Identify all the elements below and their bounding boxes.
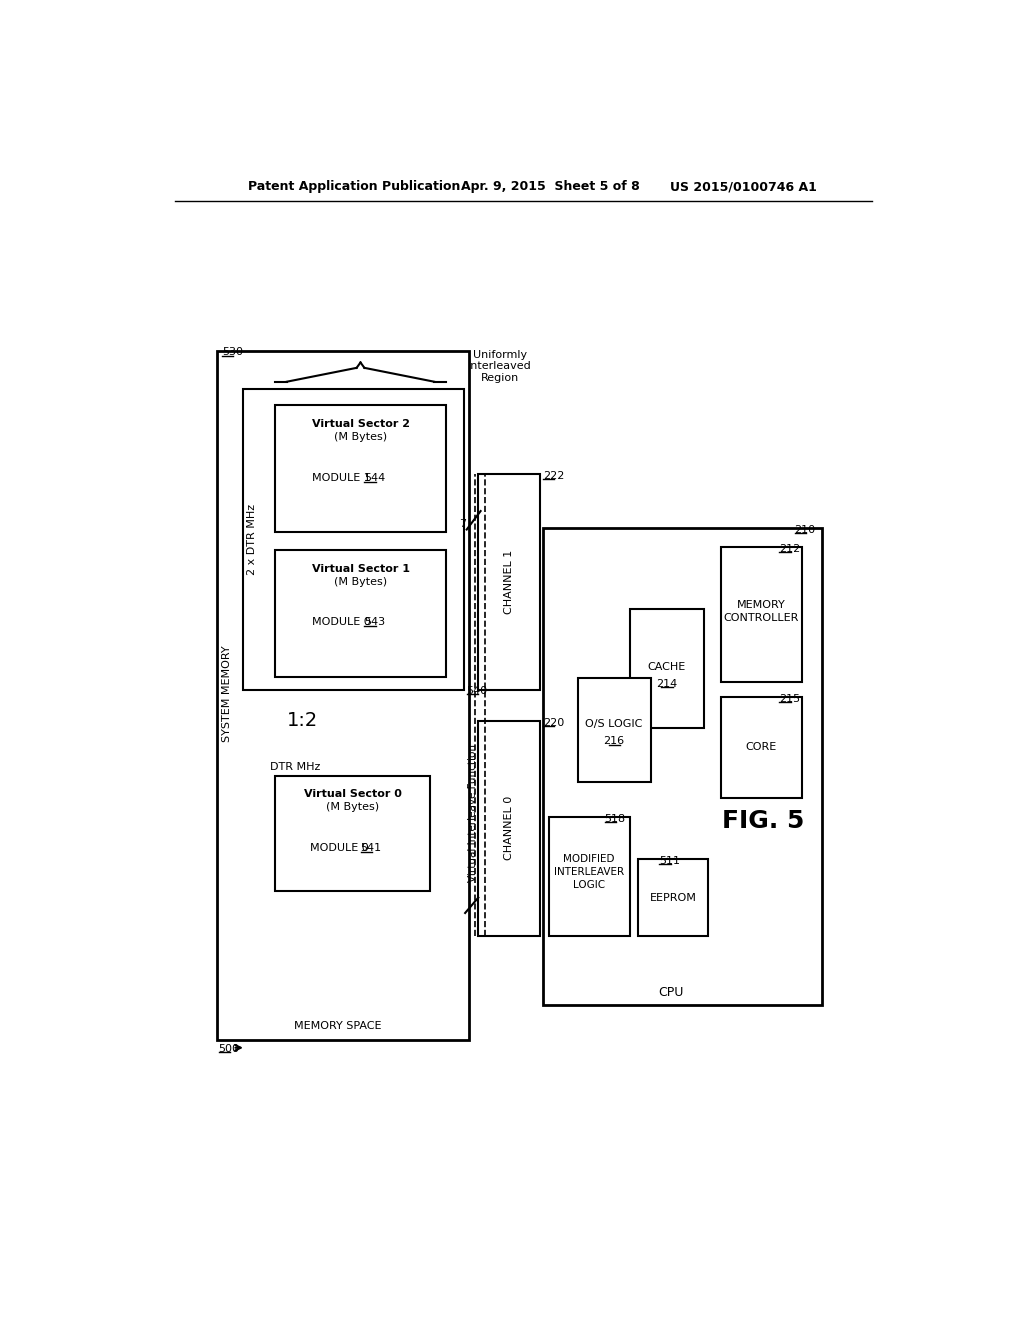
Text: Interleaved: Interleaved — [468, 362, 531, 371]
Text: Virtual Sector 2: Virtual Sector 2 — [311, 418, 410, 429]
Text: 518: 518 — [604, 814, 626, 824]
Text: CHANNEL 1: CHANNEL 1 — [504, 549, 514, 614]
Text: 1:2: 1:2 — [287, 711, 318, 730]
Text: US 2015/0100746 A1: US 2015/0100746 A1 — [671, 181, 817, 194]
Text: MODULE 0: MODULE 0 — [311, 616, 371, 627]
Text: MODIFIED: MODIFIED — [563, 854, 614, 865]
Text: CHANNEL 0: CHANNEL 0 — [504, 796, 514, 861]
Text: CONTROLLER: CONTROLLER — [724, 612, 799, 623]
Text: Uniformly: Uniformly — [473, 350, 527, 360]
Bar — [578, 678, 651, 781]
Text: Virtual Sector 0: Virtual Sector 0 — [304, 788, 401, 799]
Text: 222: 222 — [544, 471, 565, 482]
Text: 7: 7 — [460, 519, 467, 529]
Text: MODULE 0: MODULE 0 — [310, 843, 369, 853]
Text: CACHE: CACHE — [647, 661, 686, 672]
Bar — [478, 721, 541, 936]
Text: INTERLEAVER: INTERLEAVER — [554, 867, 625, 878]
Text: CPU: CPU — [657, 986, 683, 999]
Text: 543: 543 — [365, 616, 385, 627]
Bar — [638, 859, 708, 936]
Text: DTR MHz: DTR MHz — [270, 762, 321, 772]
Bar — [721, 548, 802, 682]
Text: MEMORY: MEMORY — [737, 601, 785, 610]
Text: 215: 215 — [779, 694, 800, 704]
Text: Virtual Sector 1: Virtual Sector 1 — [311, 564, 410, 574]
Text: SYSTEM MEMORY: SYSTEM MEMORY — [222, 645, 232, 742]
Bar — [549, 817, 630, 936]
Text: 2 x DTR MHz: 2 x DTR MHz — [247, 504, 257, 576]
Text: MEMORY SPACE: MEMORY SPACE — [294, 1022, 381, 1031]
Text: MODULE 1: MODULE 1 — [311, 473, 371, 483]
Text: Region: Region — [481, 372, 519, 383]
Bar — [478, 474, 541, 689]
Bar — [275, 405, 445, 532]
Bar — [275, 776, 430, 891]
Bar — [275, 549, 445, 677]
Text: 511: 511 — [658, 855, 680, 866]
Text: Virtual Interleave Function: Virtual Interleave Function — [468, 744, 478, 882]
Text: (M Bytes): (M Bytes) — [334, 432, 387, 442]
Text: Patent Application Publication: Patent Application Publication — [248, 181, 461, 194]
Text: 214: 214 — [656, 678, 677, 689]
Text: 540: 540 — [467, 686, 487, 696]
Text: LOGIC: LOGIC — [573, 880, 605, 890]
Text: (M Bytes): (M Bytes) — [327, 801, 379, 812]
Text: 220: 220 — [544, 718, 564, 727]
Text: 216: 216 — [603, 737, 625, 746]
Bar — [217, 351, 469, 1040]
Text: 544: 544 — [365, 473, 386, 483]
Text: FIG. 5: FIG. 5 — [722, 809, 805, 833]
Text: 541: 541 — [360, 843, 382, 853]
Bar — [721, 697, 802, 797]
Text: EEPROM: EEPROM — [649, 892, 696, 903]
Bar — [630, 609, 703, 729]
Text: 212: 212 — [779, 544, 800, 554]
Text: (M Bytes): (M Bytes) — [334, 577, 387, 587]
Bar — [543, 528, 821, 1006]
Text: 530: 530 — [222, 347, 243, 358]
Text: Apr. 9, 2015  Sheet 5 of 8: Apr. 9, 2015 Sheet 5 of 8 — [461, 181, 640, 194]
Text: O/S LOGIC: O/S LOGIC — [586, 719, 643, 730]
Text: 500: 500 — [219, 1044, 240, 1055]
Text: CORE: CORE — [745, 742, 777, 752]
Bar — [243, 389, 464, 689]
Text: 210: 210 — [795, 524, 816, 535]
